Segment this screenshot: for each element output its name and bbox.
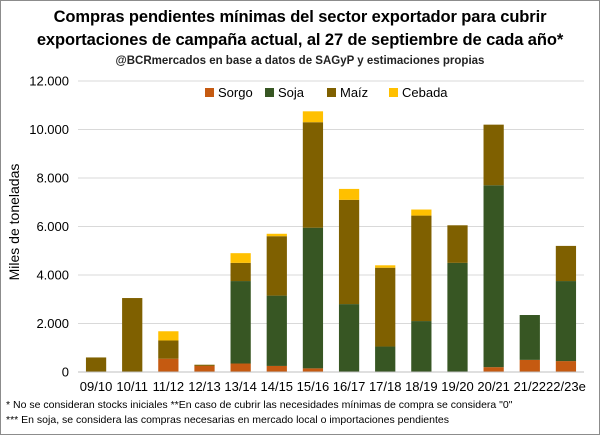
x-tick-label: 20/21 bbox=[477, 379, 510, 394]
bar-segment-maz bbox=[85, 357, 107, 372]
bar-segment-cebada bbox=[302, 111, 324, 123]
bar-segment-soja bbox=[230, 281, 251, 364]
bar-segment-maz bbox=[230, 262, 251, 282]
bar-segment-sorgo bbox=[230, 363, 251, 372]
x-tick-label: 09/10 bbox=[80, 379, 113, 394]
x-tick-label: 17/18 bbox=[369, 379, 402, 394]
x-tick-label: 10/11 bbox=[116, 379, 148, 394]
bar-segment-soja bbox=[447, 262, 468, 372]
legend-swatch bbox=[389, 88, 398, 97]
y-tick-label: 10.000 bbox=[29, 122, 69, 137]
bar-segment-sorgo bbox=[555, 361, 577, 372]
legend-label: Soja bbox=[278, 85, 305, 100]
legend-label: Maíz bbox=[340, 85, 368, 100]
x-tick-label: 18/19 bbox=[405, 379, 438, 394]
y-tick-label: 2.000 bbox=[36, 316, 69, 331]
bar-segment-maz bbox=[122, 298, 143, 372]
legend-label: Cebada bbox=[402, 85, 448, 100]
bar-segment-maz bbox=[158, 340, 179, 359]
bar-segment-maz bbox=[194, 364, 215, 366]
bar-segment-sorgo bbox=[483, 367, 504, 372]
bar-segment-sorgo bbox=[302, 368, 324, 372]
bar-segment-sorgo bbox=[519, 359, 540, 372]
bar-segment-cebada bbox=[230, 253, 251, 263]
bar-segment-maz bbox=[375, 267, 396, 347]
bar-segment-soja bbox=[519, 315, 540, 360]
y-tick-label: 8.000 bbox=[36, 171, 69, 186]
bar-segment-maz bbox=[447, 225, 468, 263]
bar-segment-maz bbox=[266, 236, 287, 296]
bar-segment-maz bbox=[338, 199, 360, 305]
footnote-2: *** En soja, se considera las compras ne… bbox=[6, 414, 449, 426]
x-tick-label: 19/20 bbox=[441, 379, 474, 394]
x-tick-label: 16/17 bbox=[333, 379, 366, 394]
bar-segment-soja bbox=[375, 346, 396, 372]
y-tick-label: 6.000 bbox=[36, 219, 69, 234]
x-tick-label: 11/12 bbox=[153, 379, 185, 394]
bar-segment-soja bbox=[411, 321, 432, 372]
chart-title-line-2: exportaciones de campaña actual, al 27 d… bbox=[36, 31, 564, 49]
bar-segment-maz bbox=[302, 122, 324, 228]
bar-segment-maz bbox=[483, 124, 504, 186]
bar-segment-cebada bbox=[338, 188, 360, 200]
x-tick-label: 13/14 bbox=[224, 379, 257, 394]
x-tick-label: 12/13 bbox=[188, 379, 221, 394]
bar-segment-sorgo bbox=[266, 365, 287, 372]
y-axis-label: Miles de toneladas bbox=[6, 164, 22, 281]
axes: 0 2.000 4.000 6.000 8.000 10.000 12.000 09/10 10… bbox=[29, 74, 586, 395]
bar-segment-soja bbox=[338, 304, 360, 372]
bar-segment-cebada bbox=[266, 233, 287, 237]
legend-swatch bbox=[327, 88, 336, 97]
y-tick-label: 4.000 bbox=[36, 268, 69, 283]
legend-swatch bbox=[205, 88, 214, 97]
bar-segment-soja bbox=[302, 227, 324, 369]
x-tick-label: 14/15 bbox=[261, 379, 294, 394]
bar-segment-cebada bbox=[375, 265, 396, 268]
footnote-1: * No se consideran stocks iniciales **En… bbox=[6, 399, 513, 411]
bar-segment-sorgo bbox=[194, 365, 215, 372]
bar-segment-cebada bbox=[158, 331, 179, 341]
legend-label: Sorgo bbox=[218, 85, 253, 100]
chart-title-line-1: Compras pendientes mínimas del sector ex… bbox=[53, 8, 547, 26]
bar-segment-maz bbox=[555, 245, 577, 282]
bar-segment-cebada bbox=[411, 209, 432, 216]
x-tick-label: 22/23e bbox=[546, 379, 586, 394]
bar-segment-sorgo bbox=[158, 358, 179, 372]
bar-segment-maz bbox=[411, 215, 432, 322]
bars bbox=[85, 111, 577, 372]
y-tick-label: 12.000 bbox=[29, 74, 69, 89]
gridlines bbox=[78, 80, 584, 324]
legend-swatch bbox=[265, 88, 274, 97]
bar-segment-soja bbox=[266, 295, 287, 366]
x-tick-label: 21/22 bbox=[514, 379, 547, 394]
legend: Sorgo Soja Maíz Cebada bbox=[205, 85, 448, 100]
bar-segment-soja bbox=[483, 185, 504, 368]
chart-subtitle: @BCRmercados en base a datos de SAGyP y … bbox=[115, 55, 485, 67]
y-tick-label: 0 bbox=[62, 365, 69, 380]
bar-segment-soja bbox=[555, 281, 577, 362]
x-tick-label: 15/16 bbox=[297, 379, 330, 394]
